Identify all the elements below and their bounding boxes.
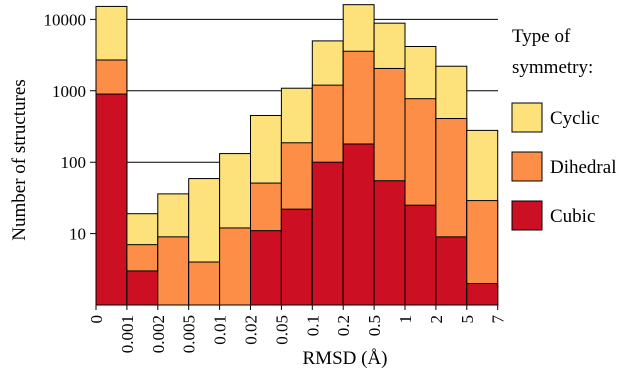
y-tick-label-100: 100 [61,153,87,172]
y-tick-label-10000: 10000 [44,10,87,29]
bar-cubic-8 [342,143,375,306]
x-tick-label-11: 2 [427,315,446,324]
legend-swatch-dihedral [511,151,543,182]
x-tick-label-1: 0.001 [118,315,137,353]
bar-cubic-9 [373,180,406,306]
y-axis-title: Number of structures [9,79,30,240]
x-tick-label-12: 5 [458,315,477,324]
x-tick-label-7: 0.1 [303,315,322,336]
x-tick-label-4: 0.01 [211,315,230,345]
bar-cubic-7 [311,161,344,306]
legend-swatch-cubic [511,200,543,231]
x-tick-label-0: 0 [87,315,106,324]
bar-cubic-11 [435,236,468,306]
x-axis: 0 0.001 0.002 0.005 0.01 0.02 0.05 0.1 0.2 0.5 1 2 5… [87,305,508,353]
bar-cubic-6 [280,208,313,306]
bars [95,4,499,306]
bar-dihedral-4 [219,227,252,306]
x-tick-label-8: 0.2 [334,315,353,336]
y-axis: 10 100 1000 10000 [44,10,87,243]
legend-label-cyclic: Cyclic [550,108,600,129]
y-tick-label-1000: 1000 [52,82,86,101]
x-tick-label-10: 1 [396,315,415,324]
legend: Type of symmetry: Cyclic Dihedral Cubic [511,26,616,231]
legend-label-dihedral: Dihedral [550,157,616,178]
x-tick-label-2: 0.002 [149,315,168,353]
legend-title-line-1: Type of [512,26,571,47]
bar-cubic-10 [404,204,437,306]
bar-cubic-0 [95,93,128,306]
bar-dihedral-2 [157,236,190,306]
x-tick-label-13: 7 [489,315,508,324]
x-tick-label-6: 0.05 [272,315,291,345]
x-axis-title: RMSD (Å) [303,348,388,369]
legend-label-cubic: Cubic [550,206,595,227]
bar-cubic-5 [250,230,282,306]
bar-cubic-1 [126,270,159,306]
x-tick-label-3: 0.005 [180,315,199,353]
legend-swatch-cyclic [511,102,543,133]
x-tick-label-9: 0.5 [365,315,384,336]
legend-title-line-2: symmetry: [512,57,593,78]
y-tick-label-10: 10 [69,225,86,244]
x-tick-label-5: 0.02 [242,315,261,345]
bar-dihedral-3 [188,261,221,306]
bar-cubic-12 [466,283,499,306]
